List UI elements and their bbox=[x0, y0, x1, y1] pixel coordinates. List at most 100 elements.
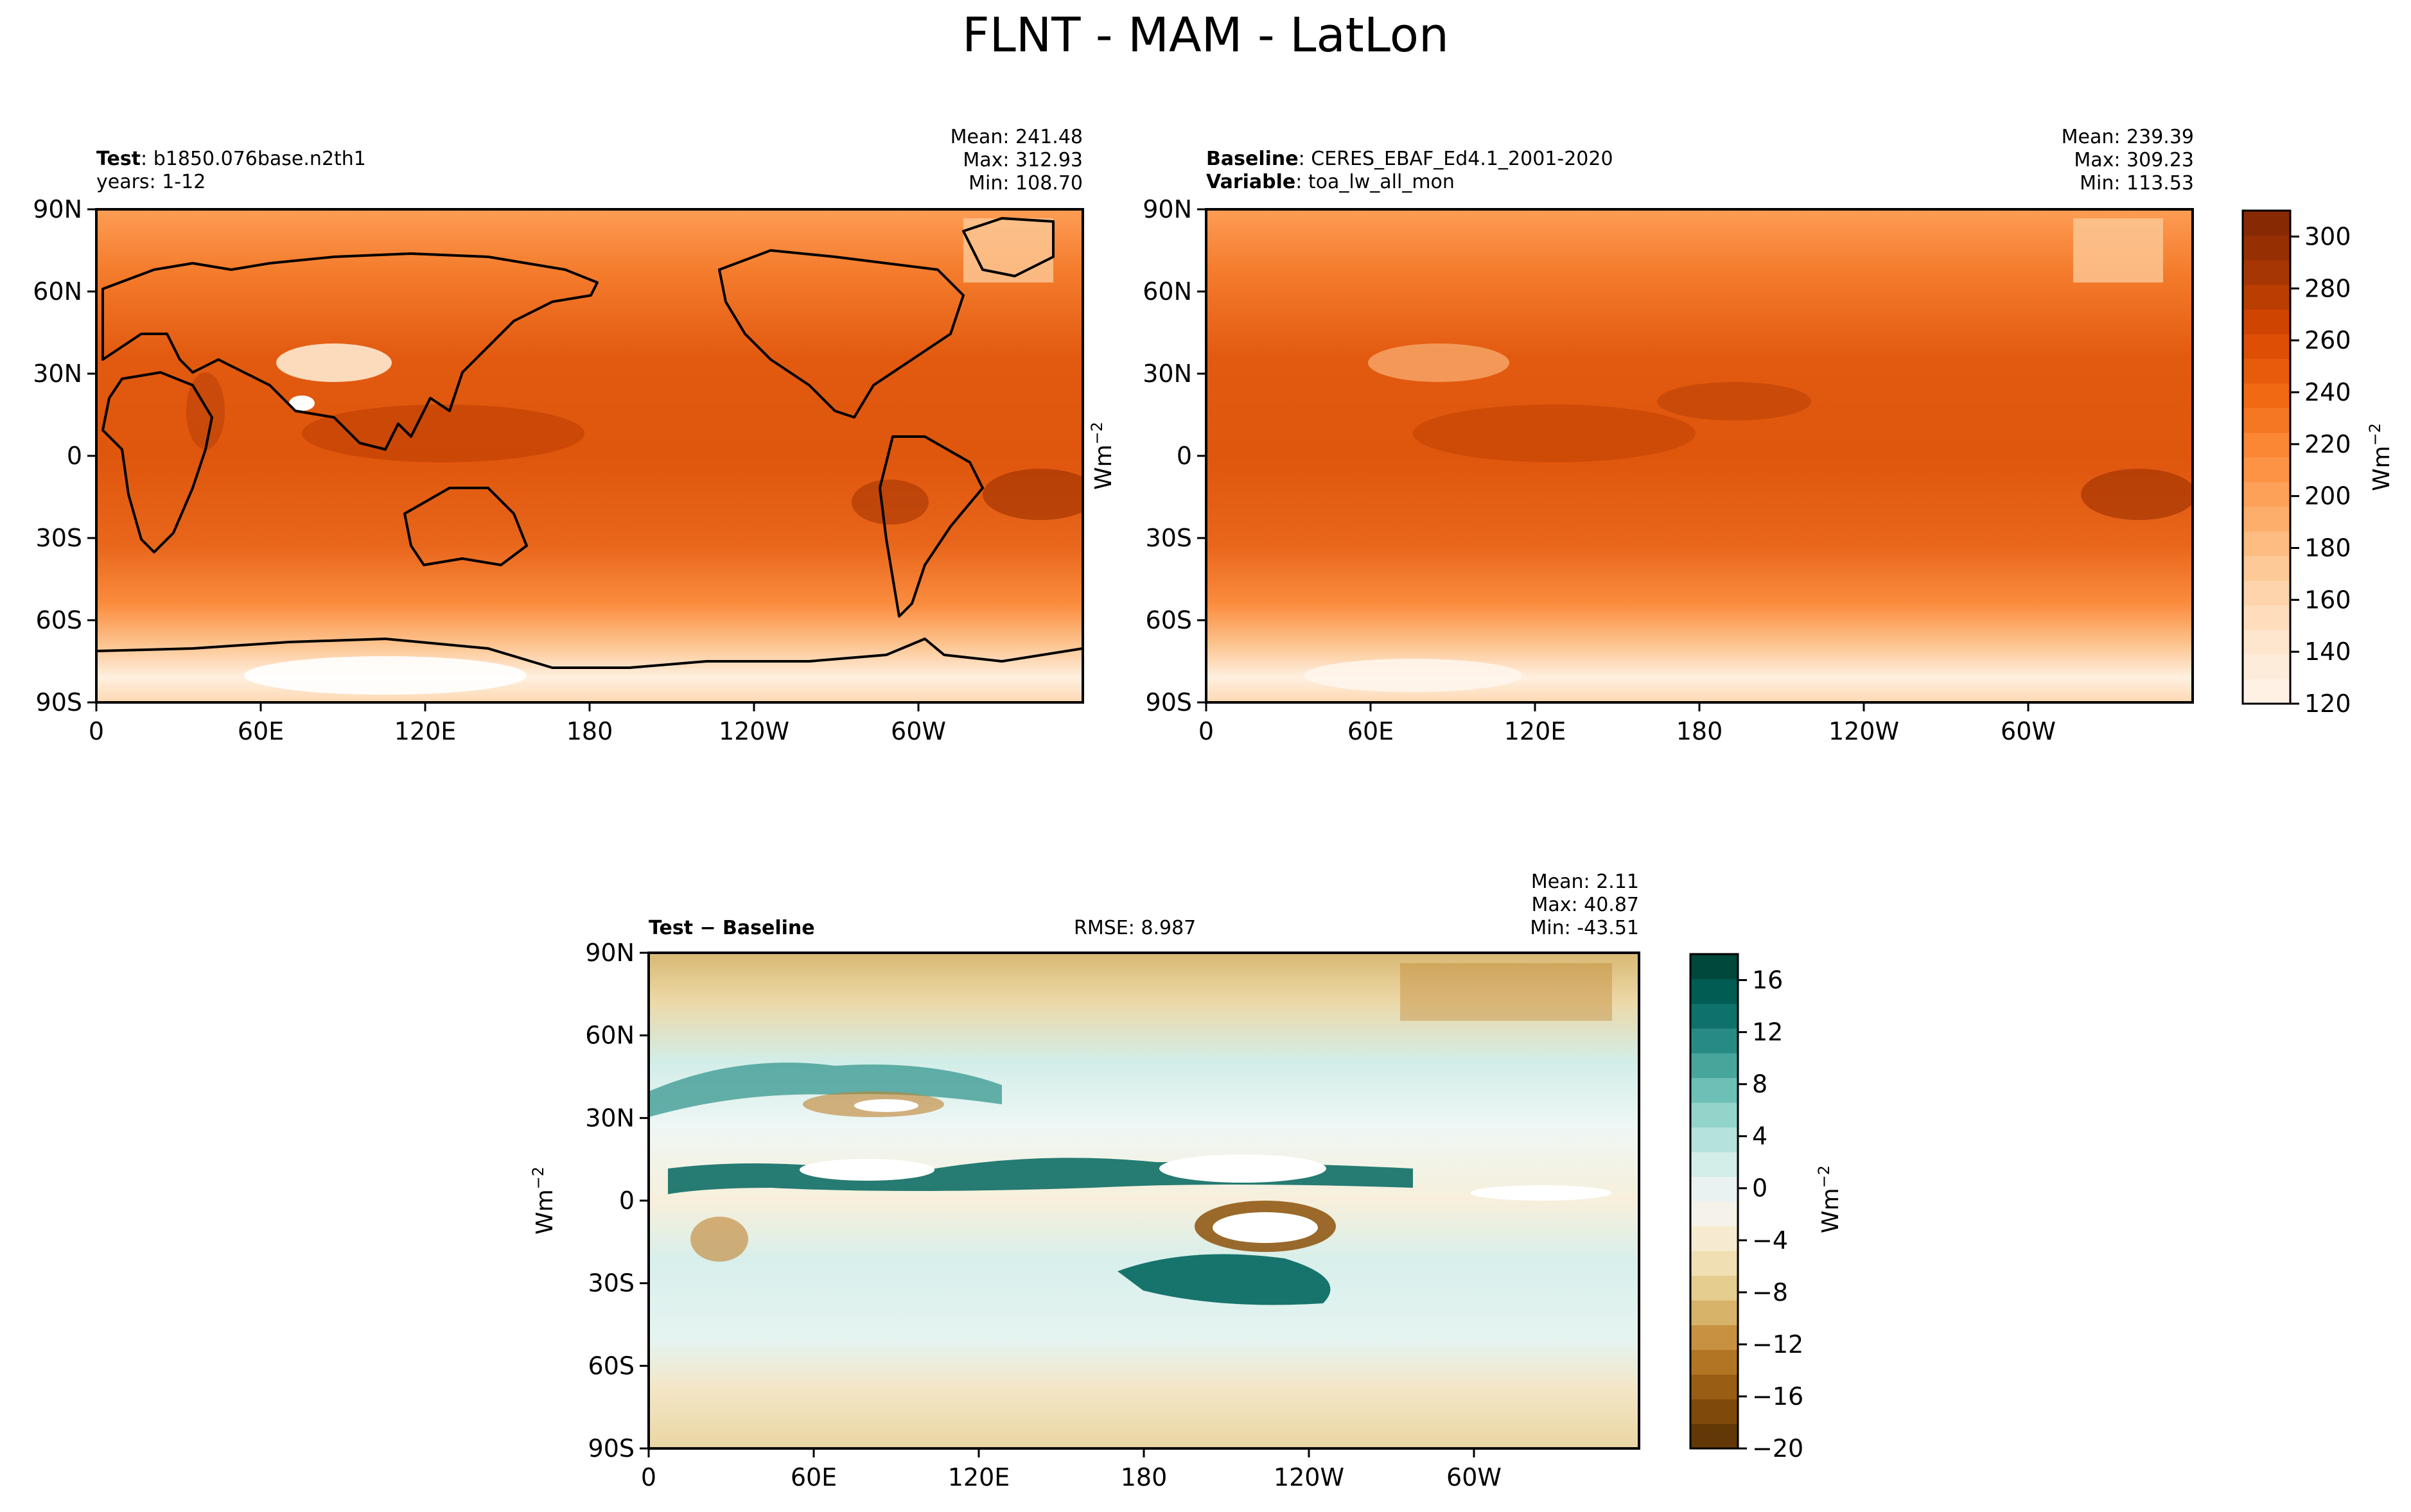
baseline-xtick-label: 0 bbox=[1198, 717, 1214, 745]
colorbar-diff-segment bbox=[1690, 954, 1738, 980]
diff-spcz-band bbox=[1118, 1254, 1331, 1305]
colorbar-top-segment bbox=[2243, 259, 2290, 285]
diff-ytick-label: 60N bbox=[585, 1021, 635, 1050]
colorbar-top-tick-label: 120 bbox=[2304, 690, 2351, 718]
test-ytick-label: 60N bbox=[33, 277, 82, 306]
test-label-key: Test bbox=[96, 148, 141, 170]
colorbar-diff-segment bbox=[1690, 1423, 1738, 1449]
colorbar-diff-tick-label: 8 bbox=[1752, 1070, 1767, 1099]
colorbar-diff-segment bbox=[1690, 978, 1738, 1004]
colorbar-top: 300 280 260 240 220 200 180 160 140 120 bbox=[2241, 209, 2351, 718]
colorbar-diff-segment bbox=[1690, 1077, 1738, 1103]
colorbar-diff-segment bbox=[1690, 1374, 1738, 1400]
test-ytick-label: 90S bbox=[36, 688, 82, 717]
test-max: Max: 312.93 bbox=[963, 149, 1083, 171]
baseline-tibet bbox=[1368, 343, 1509, 382]
baseline-ytick-label: 60S bbox=[1146, 606, 1192, 634]
colorbar-diff-segment bbox=[1690, 1152, 1738, 1177]
colorbar-top-tick-label: 140 bbox=[2304, 638, 2351, 666]
diff-ytick-label: 30N bbox=[585, 1104, 635, 1132]
colorbar-top-frame bbox=[2241, 209, 2292, 705]
colorbar-diff-tick-label: −4 bbox=[1752, 1226, 1788, 1255]
colorbar-diff-segment bbox=[1690, 1102, 1738, 1128]
colorbar-diff-tick-label: 12 bbox=[1752, 1018, 1783, 1047]
baseline-ytick-label: 90N bbox=[1143, 195, 1192, 223]
test-years: years: 1-12 bbox=[96, 171, 206, 193]
test-ytick-label: 30S bbox=[36, 524, 82, 552]
colorbar-diff-tick-label: 4 bbox=[1752, 1122, 1767, 1151]
diff-band-north bbox=[649, 1063, 1002, 1117]
test-antarctica-outline bbox=[96, 638, 1083, 669]
colorbar-diff-segment bbox=[1690, 1300, 1738, 1326]
colorbar-top-segment bbox=[2243, 309, 2290, 335]
baseline-label-key: Baseline bbox=[1206, 148, 1299, 170]
baseline-header: Baseline: CERES_EBAF_Ed4.1_2001-2020 Var… bbox=[1206, 148, 1613, 193]
diff-ylabel-sup: −2 bbox=[529, 1167, 547, 1189]
test-greenland-outline bbox=[962, 217, 1055, 277]
colorbar-diff-segment bbox=[1690, 1004, 1738, 1029]
baseline-stats: Mean: 239.39 Max: 309.23 Min: 113.53 bbox=[1997, 126, 2194, 195]
test-white-spot bbox=[289, 395, 315, 411]
diff-xtick-label: 60E bbox=[791, 1463, 837, 1491]
diff-xtick-label: 120W bbox=[1274, 1463, 1344, 1491]
baseline-ylabel: Wm−2 bbox=[1088, 422, 1117, 490]
colorbar-top-tick-label: 300 bbox=[2304, 222, 2351, 250]
diff-stats: Mean: 2.11 Max: 40.87 Min: -43.51 bbox=[1439, 871, 1639, 940]
test-ytick-label: 30N bbox=[33, 360, 82, 388]
colorbar-top-label-sup: −2 bbox=[2366, 423, 2384, 446]
baseline-ytick-label: 0 bbox=[1177, 442, 1192, 470]
diff-min: Min: -43.51 bbox=[1530, 917, 1639, 939]
diff-ylabel: Wm−2 bbox=[529, 1167, 558, 1235]
diff-greenland-neg bbox=[1400, 963, 1612, 1021]
baseline-ytick-label: 60N bbox=[1143, 277, 1192, 306]
diff-max: Max: 40.87 bbox=[1531, 894, 1639, 916]
baseline-max: Max: 309.23 bbox=[2074, 149, 2194, 171]
colorbar-top-segment bbox=[2243, 679, 2290, 704]
colorbar-top-segment bbox=[2243, 629, 2290, 655]
baseline-subtropics-north bbox=[1657, 382, 1811, 421]
colorbar-top-label-unit: Wm bbox=[2369, 446, 2395, 491]
test-min: Min: 108.70 bbox=[969, 172, 1083, 195]
diff-xtick-label: 120E bbox=[948, 1463, 1010, 1491]
test-se-pacific bbox=[983, 469, 1083, 520]
colorbar-top-segment bbox=[2243, 605, 2290, 630]
test-header: Test: b1850.076base.n2th1 years: 1-12 bbox=[96, 148, 366, 193]
colorbar-top-segment bbox=[2243, 408, 2290, 433]
colorbar-diff-segment bbox=[1690, 1053, 1738, 1079]
test-ytick-label: 0 bbox=[67, 442, 82, 470]
colorbar-top-tick-label: 280 bbox=[2304, 274, 2351, 302]
colorbar-top-segment bbox=[2243, 432, 2290, 458]
baseline-var-value: toa_lw_all_mon bbox=[1308, 171, 1455, 193]
baseline-se-pacific bbox=[2081, 469, 2193, 520]
colorbar-top-tick-label: 240 bbox=[2304, 378, 2351, 406]
diff-mean: Mean: 2.11 bbox=[1530, 871, 1639, 893]
colorbar-top-segment bbox=[2243, 482, 2290, 507]
baseline-greenland bbox=[2073, 218, 2163, 282]
diff-ytick-label: 90S bbox=[588, 1434, 635, 1463]
colorbar-diff-tick-label: −8 bbox=[1752, 1278, 1788, 1307]
test-ytick-label: 90N bbox=[33, 195, 82, 223]
colorbar-diff-segment bbox=[1690, 1226, 1738, 1251]
colorbar-diff-tick-label: −20 bbox=[1752, 1434, 1803, 1463]
baseline-ytick-label: 30N bbox=[1143, 360, 1192, 388]
diff-label: Test − Baseline bbox=[649, 917, 815, 939]
colorbar-diff-segment bbox=[1690, 1251, 1738, 1276]
diff-white-indian bbox=[800, 1159, 934, 1181]
colorbar-diff-segment bbox=[1690, 1028, 1738, 1054]
test-tibet bbox=[276, 343, 392, 382]
baseline-map bbox=[1205, 208, 2194, 704]
test-coastlines bbox=[96, 217, 1083, 669]
colorbar-diff-segment bbox=[1690, 1127, 1738, 1152]
test-australia-outline bbox=[403, 487, 528, 566]
colorbar-top-segment bbox=[2243, 506, 2290, 532]
test-mean: Mean: 241.48 bbox=[950, 126, 1083, 148]
colorbar-diff-frame bbox=[1689, 953, 1739, 1450]
colorbar-top-tick-label: 260 bbox=[2304, 326, 2351, 354]
colorbar-diff-segment bbox=[1690, 1176, 1738, 1202]
baseline-warm-pool bbox=[1413, 404, 1696, 462]
test-warm-pool bbox=[302, 404, 584, 462]
test-xtick-label: 0 bbox=[89, 717, 104, 745]
colorbar-top-segment bbox=[2243, 211, 2290, 236]
colorbar-diff: 16 12 8 4 0 −4 −8 −12 −16 −20 bbox=[1689, 953, 1803, 1463]
